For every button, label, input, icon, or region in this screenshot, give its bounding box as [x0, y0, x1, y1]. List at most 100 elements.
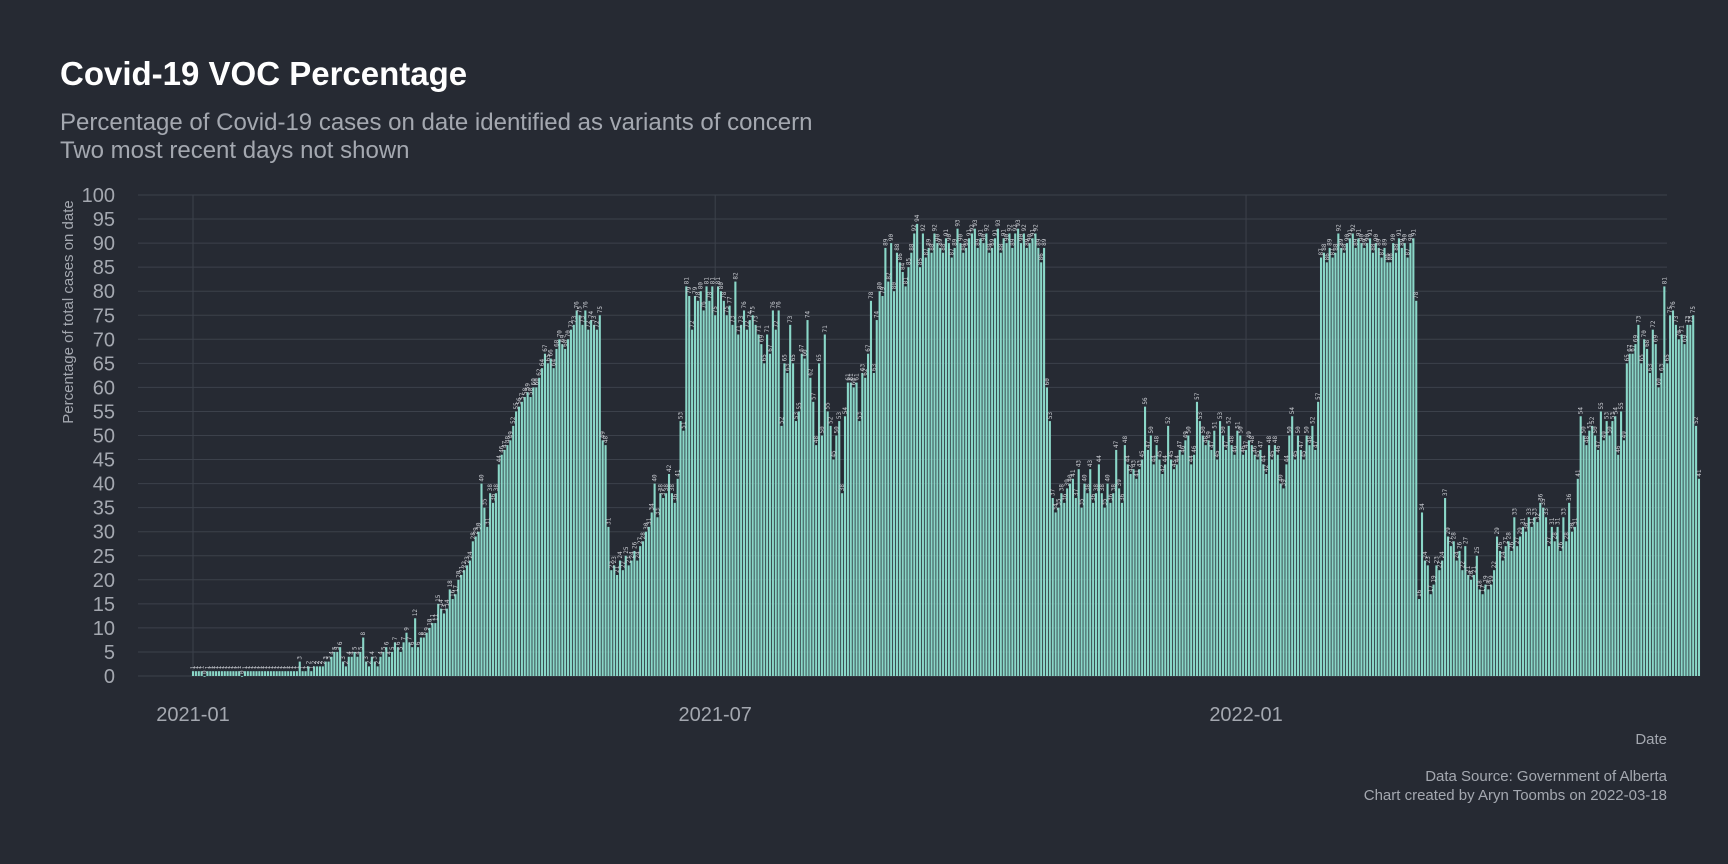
bar	[647, 526, 650, 676]
bar	[601, 440, 604, 676]
y-tick-label: 0	[104, 666, 115, 688]
bar	[1037, 247, 1040, 676]
bar	[229, 671, 232, 676]
bar	[1680, 334, 1683, 676]
y-tick-label: 80	[93, 281, 115, 303]
data-label: 60	[851, 378, 858, 386]
data-label: 91	[1001, 229, 1008, 237]
data-label: 55	[513, 402, 520, 410]
bar	[344, 666, 347, 676]
bar	[1533, 517, 1536, 676]
bar	[1068, 483, 1072, 676]
bar	[789, 324, 792, 676]
data-label: 73	[729, 315, 736, 323]
y-tick-label: 45	[93, 450, 115, 472]
bar	[1319, 257, 1323, 676]
bar	[512, 425, 515, 676]
data-label: 50	[1286, 426, 1293, 434]
data-label: 23	[626, 556, 633, 564]
bar	[295, 671, 298, 676]
data-label: 67	[767, 344, 774, 352]
data-label: 73	[787, 315, 794, 323]
bar	[1172, 469, 1175, 676]
bar	[1369, 238, 1372, 677]
data-label: 89	[1361, 238, 1368, 246]
data-label: 14	[438, 599, 445, 607]
data-label: 1	[271, 665, 278, 669]
bar	[843, 416, 847, 676]
data-label: 27	[1462, 537, 1469, 545]
data-label: 73	[1687, 315, 1694, 323]
data-label: 3	[372, 656, 379, 660]
bar	[543, 353, 547, 676]
data-label: 65	[761, 354, 768, 362]
data-label: 17	[453, 585, 460, 593]
data-label: 47	[1257, 440, 1264, 448]
data-label: 53	[856, 411, 863, 419]
data-label: 45	[830, 450, 837, 458]
bar	[572, 324, 575, 676]
bar	[1040, 262, 1043, 676]
data-label: 79	[686, 286, 693, 294]
bar	[999, 252, 1002, 676]
bar	[1299, 449, 1302, 676]
data-label: 1	[233, 665, 240, 669]
data-label: 70	[1641, 330, 1648, 338]
data-label: 1	[213, 665, 220, 669]
data-label: 22	[620, 561, 627, 569]
data-label: 38	[1084, 484, 1091, 492]
bar	[1617, 454, 1620, 676]
bar	[927, 247, 930, 676]
data-label: 52	[1589, 416, 1596, 424]
bar	[1547, 546, 1550, 676]
data-label: 53	[1217, 411, 1224, 419]
data-label: 89	[1035, 238, 1042, 246]
bar	[1311, 425, 1314, 676]
data-label: 6	[395, 641, 402, 645]
data-label: 1	[265, 665, 272, 669]
data-label: 82	[885, 272, 892, 280]
data-label: 90	[1373, 233, 1380, 241]
data-label: 7	[406, 636, 413, 640]
bar	[1674, 324, 1677, 676]
bar	[408, 642, 411, 676]
bar	[362, 637, 365, 676]
data-label: 85	[917, 258, 924, 266]
data-label: 53	[793, 411, 800, 419]
data-label: 1	[253, 665, 260, 669]
data-label: 38	[1110, 484, 1117, 492]
data-label: 65	[790, 354, 797, 362]
data-label: 23	[611, 556, 618, 564]
bar	[728, 305, 731, 676]
data-label: 45	[1292, 450, 1299, 458]
bar	[771, 310, 774, 676]
bar	[991, 247, 994, 676]
data-label: 88	[1393, 243, 1400, 251]
bar	[1155, 445, 1158, 676]
data-label: 26	[1497, 541, 1504, 549]
bar	[1637, 324, 1640, 676]
data-label: 69	[1682, 334, 1689, 342]
bar	[1585, 445, 1588, 676]
data-label: 91	[1410, 229, 1417, 237]
data-label: 31	[484, 517, 491, 525]
bar	[1513, 517, 1516, 676]
data-label: 48	[1272, 436, 1279, 444]
bar	[959, 243, 962, 676]
data-label: 23	[464, 556, 471, 564]
bar	[1158, 459, 1161, 676]
data-label: 67	[865, 344, 872, 352]
data-label: 78	[695, 291, 702, 299]
data-label: 1	[222, 665, 229, 669]
data-label: 38	[1058, 484, 1065, 492]
x-tick-label: 2021-01	[156, 704, 229, 726]
bar	[691, 329, 694, 676]
bar	[1184, 440, 1187, 676]
data-label: 22	[461, 561, 468, 569]
data-label: 1	[291, 665, 298, 669]
bar	[1043, 247, 1046, 676]
bar	[907, 267, 910, 676]
data-label: 75	[1690, 306, 1697, 314]
bar	[705, 286, 708, 676]
bar	[1115, 449, 1118, 676]
